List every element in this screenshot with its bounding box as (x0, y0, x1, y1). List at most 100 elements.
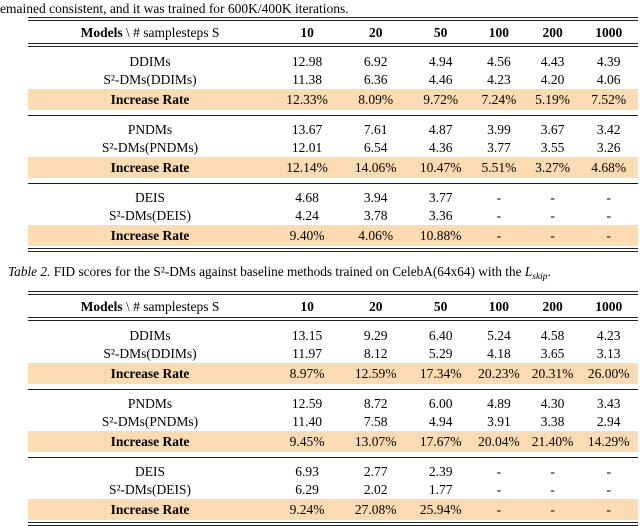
fid-value: 4.94 (428, 414, 453, 429)
fid-value: 13.07% (342, 431, 410, 457)
fid-value: 7.58 (363, 414, 388, 429)
fid-value: 3.42 (579, 115, 638, 139)
fid-value: 12.01 (291, 140, 323, 155)
caption-text: FID scores for the S²-DMs against baseli… (50, 264, 525, 279)
col-header-50: 50 (409, 21, 473, 47)
fid-value: 3.36 (428, 208, 453, 223)
fid-value: 4.68% (579, 157, 638, 183)
fid-value: 7.52% (579, 89, 638, 115)
model-row: S²-DMs(PNDMs) 11.40 7.58 4.94 3.91 3.38 2.94 (28, 413, 638, 431)
fid-value: 4.23 (487, 72, 511, 87)
col-header-200: 200 (525, 295, 580, 321)
model-row: PNDMs 12.59 8.72 6.00 4.89 4.30 3.43 (28, 389, 638, 413)
fid-value: - (550, 482, 555, 497)
model-row: DDIMs 13.15 9.29 6.40 5.24 4.58 4.23 (28, 321, 638, 345)
row-label: Increase Rate (28, 89, 273, 115)
increase-rate-row: Increase Rate 12.14% 14.06% 10.47% 5.51% 3.27… (28, 157, 638, 183)
fid-value: - (579, 457, 638, 481)
fid-value: 3.77 (409, 183, 473, 207)
fid-value: - (496, 208, 502, 223)
fid-table-1-wrap: Models \ # samplesteps S 10 20 50 100 20… (28, 17, 638, 252)
fid-value: 2.94 (596, 414, 621, 429)
increase-rate-row: Increase Rate 9.40% 4.06% 10.88% - - - (28, 225, 638, 246)
fid-value: - (606, 482, 611, 497)
fid-value: 3.26 (596, 140, 621, 155)
fid-value: 11.38 (292, 72, 323, 87)
model-row: S²-DMs(DDIMs) 11.38 6.36 4.46 4.23 4.20 4.06 (28, 71, 638, 89)
col-header-10: 10 (272, 21, 343, 47)
fid-value: 4.23 (596, 328, 621, 343)
fid-value: 3.38 (540, 414, 565, 429)
fid-value: - (525, 457, 580, 481)
fid-value: 3.94 (342, 183, 410, 207)
table-2-caption: Table 2. FID scores for the S²-DMs again… (8, 263, 640, 286)
caption-label: Table 2. (8, 264, 51, 279)
fid-value: 9.45% (272, 431, 343, 457)
table-2-header-row: Models \ # samplesteps S 10 20 50 100 20… (28, 295, 638, 321)
fid-value: 4.89 (472, 389, 526, 413)
fid-value: 5.51% (472, 157, 526, 183)
model-row: S²-DMs(DDIMs) 11.97 8.12 5.29 4.18 3.65 3.13 (28, 345, 638, 363)
model-row: S²-DMs(DEIS) 6.29 2.02 1.77 - - - (28, 481, 638, 499)
col-header-50: 50 (409, 295, 473, 321)
fid-value: 17.34% (409, 363, 473, 389)
fid-value: 10.47% (409, 157, 473, 183)
fid-value: 20.23% (472, 363, 526, 389)
fid-value: 7.61 (342, 115, 410, 139)
fid-value: 4.58 (540, 328, 565, 343)
row-label: S²-DMs(DEIS) (108, 482, 192, 497)
fid-value: 3.55 (540, 140, 565, 155)
model-row: DDIMs 12.98 6.92 4.94 4.56 4.43 4.39 (28, 47, 638, 71)
fid-value: 2.77 (342, 457, 410, 481)
fid-value: 12.59 (272, 389, 343, 413)
fid-value: 4.39 (596, 54, 621, 69)
fid-value: 12.33% (272, 89, 343, 115)
row-label: S²-DMs(DDIMs) (103, 72, 197, 87)
fid-value: 4.43 (540, 54, 565, 69)
fid-value: 9.24% (272, 499, 343, 520)
fid-value: 4.36 (428, 140, 453, 155)
fid-value: 9.72% (409, 89, 473, 115)
models-label: Models (80, 25, 123, 40)
fid-value: 4.18 (487, 346, 511, 361)
fid-value: 6.00 (409, 389, 473, 413)
table-1-header-row: Models \ # samplesteps S 10 20 50 100 20… (28, 21, 638, 47)
fid-value: 3.78 (363, 208, 388, 223)
fid-value: 4.06 (596, 72, 621, 87)
fid-value: 9.29 (363, 328, 388, 343)
row-label: DDIMs (129, 328, 171, 343)
fid-table-2-wrap: Models \ # samplesteps S 10 20 50 100 20… (28, 291, 638, 526)
fid-value: 4.46 (428, 72, 453, 87)
model-row: DEIS 6.93 2.77 2.39- - - (28, 457, 638, 481)
increase-rate-row: Increase Rate 12.33% 8.09% 9.72% 7.24% 5.19% 7… (28, 89, 638, 115)
fid-value: 4.24 (295, 208, 319, 223)
fid-value: 6.92 (363, 54, 388, 69)
col-header-1000: 1000 (579, 21, 638, 47)
fid-value: 10.88% (409, 225, 473, 246)
fid-value: 6.40 (428, 328, 453, 343)
row-label: Increase Rate (28, 499, 273, 520)
fid-value: 20.04% (472, 431, 526, 457)
fid-value: - (472, 225, 526, 246)
col-header-100: 100 (472, 21, 526, 47)
fid-value: 14.29% (579, 431, 638, 457)
fid-value: - (579, 183, 638, 207)
col-header-20: 20 (342, 295, 410, 321)
fid-value: - (472, 457, 526, 481)
fid-value: 13.15 (291, 328, 323, 343)
fid-value: 14.06% (342, 157, 410, 183)
col-header-200: 200 (525, 21, 580, 47)
fid-value: 25.94% (409, 499, 473, 520)
fid-value: 21.40% (525, 431, 580, 457)
models-samplesteps-header: Models \ # samplesteps S (28, 295, 273, 321)
body-text-line: emained consistent, and it was trained f… (0, 1, 349, 16)
col-header-10: 10 (272, 295, 343, 321)
model-row: S²-DMs(PNDMs) 12.01 6.54 4.36 3.77 3.55 3.26 (28, 139, 638, 157)
fid-value: 26.00% (579, 363, 638, 389)
fid-value: 8.72 (342, 389, 410, 413)
fid-value: 9.40% (272, 225, 343, 246)
fid-value: 13.67 (272, 115, 343, 139)
models-samplesteps-header: Models \ # samplesteps S (28, 21, 273, 47)
fid-value: - (579, 499, 638, 520)
fid-value: 6.29 (295, 482, 319, 497)
